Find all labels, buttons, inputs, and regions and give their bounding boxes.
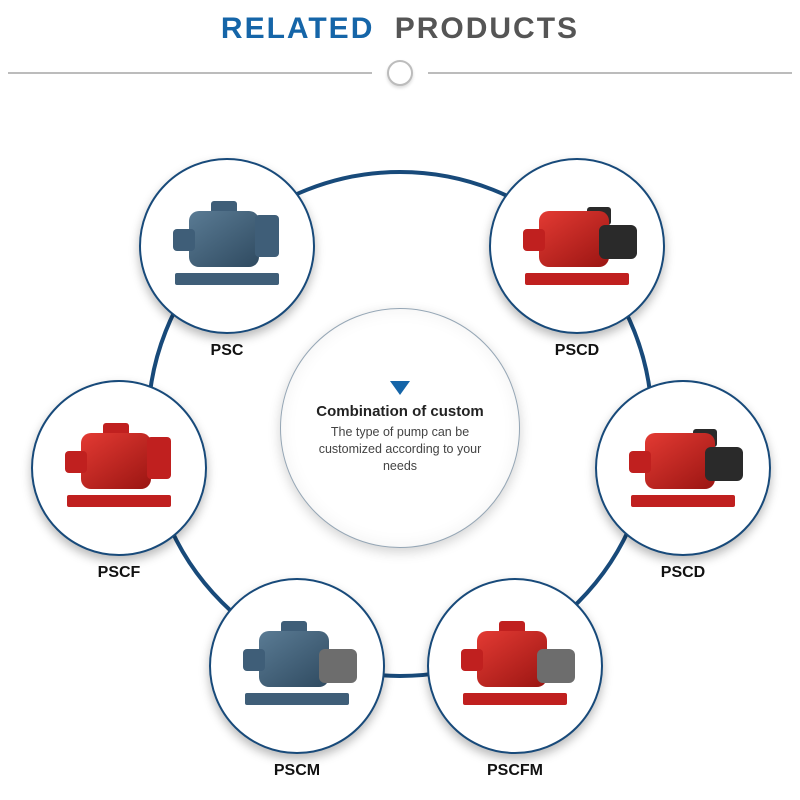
divider-line	[8, 72, 372, 74]
divider-line	[428, 72, 792, 74]
product-label: PSC	[130, 342, 324, 360]
product-node-pscd-2[interactable]: PSCD	[586, 380, 780, 582]
product-label: PSCD	[480, 342, 674, 360]
pump-icon	[167, 201, 287, 291]
product-image	[489, 158, 665, 334]
product-label: PSCFM	[418, 762, 612, 780]
product-image	[427, 578, 603, 754]
product-node-pscf[interactable]: PSCF	[22, 380, 216, 582]
chevron-down-icon	[390, 381, 410, 395]
product-label: PSCD	[586, 564, 780, 582]
product-image	[209, 578, 385, 754]
pump-motor-icon	[455, 621, 575, 711]
product-node-pscd[interactable]: PSCD	[480, 158, 674, 360]
diagram-stage: Combination of custom The type of pump c…	[0, 80, 800, 800]
product-image	[595, 380, 771, 556]
pump-motor-icon	[237, 621, 357, 711]
center-title: Combination of custom	[316, 403, 484, 420]
product-node-psc[interactable]: PSC	[130, 158, 324, 360]
product-label: PSCF	[22, 564, 216, 582]
product-image	[139, 158, 315, 334]
pump-engine-icon	[517, 201, 637, 291]
pump-icon	[59, 423, 179, 513]
pump-engine-icon	[623, 423, 743, 513]
title-word-2: PRODUCTS	[395, 12, 579, 45]
product-node-pscfm[interactable]: PSCFM	[418, 578, 612, 780]
product-node-pscm[interactable]: PSCM	[200, 578, 394, 780]
title-word-1: RELATED	[221, 12, 374, 45]
center-subtitle: The type of pump can be customized accor…	[309, 424, 491, 475]
product-image	[31, 380, 207, 556]
page-title: RELATED PRODUCTS	[0, 0, 800, 46]
product-label: PSCM	[200, 762, 394, 780]
